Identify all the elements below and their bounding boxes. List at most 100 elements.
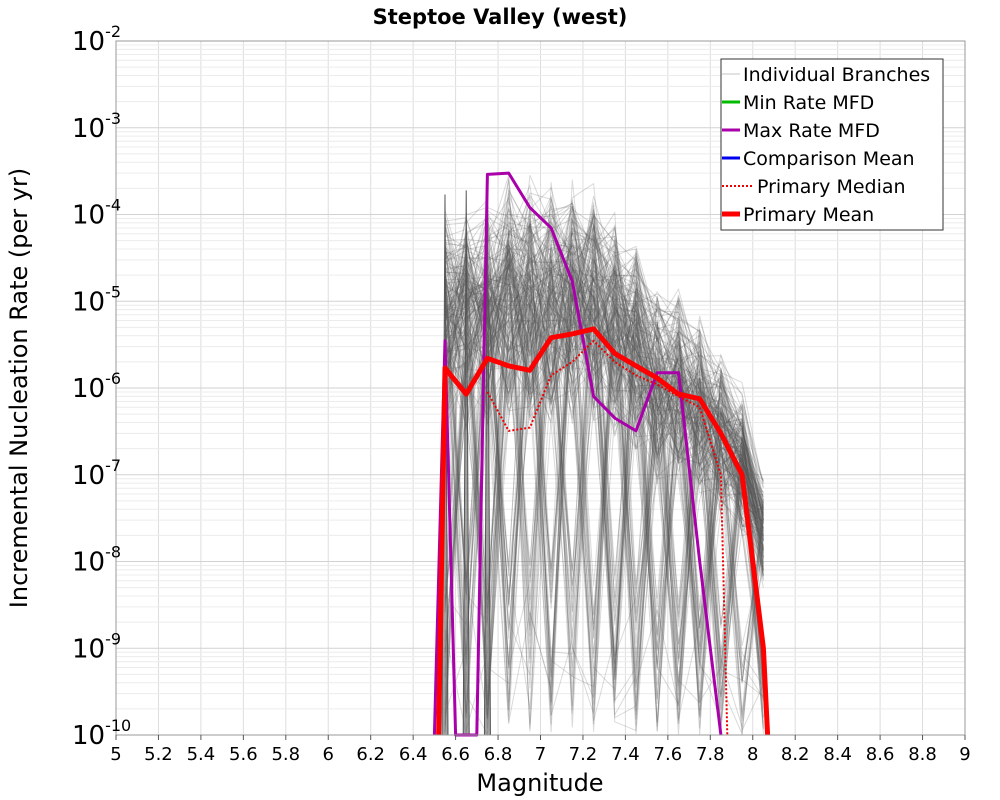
x-tick-label: 5.4	[187, 744, 216, 765]
x-tick-label: 7.4	[611, 744, 640, 765]
branch-line	[444, 277, 764, 718]
branch-line	[444, 261, 764, 688]
branch-line	[444, 198, 764, 710]
branch-line	[444, 245, 764, 735]
branch-line	[444, 209, 764, 717]
branch-line	[444, 201, 764, 683]
branch-line	[444, 269, 764, 716]
branch-line	[444, 288, 764, 706]
branch-line	[444, 214, 764, 538]
y-tick-label: 10-4	[72, 196, 121, 231]
legend-label: Primary Median	[757, 176, 906, 198]
branch-line	[444, 215, 764, 559]
branch-line	[444, 243, 764, 693]
branch-line	[444, 234, 764, 716]
x-tick-label: 5.6	[229, 744, 258, 765]
branch-line	[444, 267, 764, 622]
branch-line	[444, 218, 764, 657]
branch-line	[444, 279, 764, 651]
branch-line	[444, 228, 764, 667]
branch-line	[444, 265, 764, 700]
branch-line	[444, 183, 764, 670]
branch-line	[444, 298, 764, 701]
series-primary-median	[486, 339, 729, 736]
branch-line	[444, 239, 764, 704]
branch-line	[444, 217, 764, 668]
branch-line	[444, 220, 764, 665]
branch-line	[444, 201, 764, 704]
x-tick-label: 5	[110, 744, 121, 765]
branch-line	[444, 213, 764, 510]
branch-line	[444, 225, 764, 712]
branch-line	[444, 205, 764, 656]
branch-line	[444, 274, 764, 729]
branch-line	[444, 223, 764, 681]
branch-line	[444, 257, 764, 711]
branch-line	[444, 259, 764, 721]
y-tick-label: 10-3	[72, 109, 121, 144]
branch-line	[444, 215, 764, 720]
branch-line	[444, 227, 764, 705]
x-tick-label: 7.8	[696, 744, 725, 765]
branch-line	[444, 259, 764, 556]
branch-line	[444, 224, 764, 669]
x-tick-label: 6.8	[484, 744, 513, 765]
branch-line	[444, 222, 764, 689]
branch-line	[444, 270, 764, 720]
branch-line	[444, 264, 764, 722]
branch-line	[444, 255, 764, 673]
branch-line	[444, 241, 764, 699]
x-tick-label: 7.6	[654, 744, 683, 765]
branch-line	[444, 286, 764, 724]
x-tick-label: 7.2	[569, 744, 598, 765]
branch-line	[444, 224, 764, 638]
branch-line	[444, 265, 764, 712]
x-axis-label: Magnitude	[476, 769, 603, 797]
branch-line	[444, 247, 764, 735]
branch-line	[444, 230, 764, 699]
branch-line	[444, 207, 764, 489]
branch-line	[444, 322, 764, 630]
branch-line	[444, 288, 764, 724]
branch-line	[444, 279, 764, 530]
branch-line	[444, 240, 764, 680]
branch-line	[444, 197, 764, 576]
branch-line	[444, 211, 764, 585]
branch-line	[444, 189, 764, 727]
branch-line	[444, 206, 764, 733]
branch-line	[444, 220, 764, 675]
branch-line	[444, 293, 764, 725]
x-tick-label: 8.4	[823, 744, 852, 765]
branch-line	[444, 208, 764, 730]
x-tick-label: 8.6	[866, 744, 895, 765]
branch-line	[444, 214, 764, 724]
branch-line	[444, 192, 764, 691]
branch-line	[444, 215, 764, 576]
y-tick-label: 10-7	[72, 456, 121, 491]
x-tick-label: 8	[747, 744, 758, 765]
branch-line	[444, 235, 764, 707]
legend-label: Comparison Mean	[743, 148, 915, 170]
branch-line	[444, 194, 764, 735]
branch-spike	[462, 190, 470, 736]
branch-line	[444, 257, 764, 513]
branch-line	[444, 261, 764, 705]
branch-line	[444, 222, 764, 624]
branch-line	[444, 225, 764, 724]
branch-line	[444, 220, 764, 713]
branch-line	[444, 213, 764, 671]
branch-line	[444, 250, 764, 604]
branch-line	[444, 261, 764, 666]
y-tick-label: 10-8	[72, 543, 121, 578]
branch-line	[444, 258, 764, 645]
branch-line	[444, 267, 764, 725]
branch-line	[444, 263, 764, 714]
branch-line	[444, 218, 764, 710]
branch-line	[444, 266, 764, 516]
x-tick-label: 5.8	[271, 744, 300, 765]
branch-line	[444, 232, 764, 593]
branch-line	[444, 203, 764, 674]
branch-line	[444, 214, 764, 569]
branch-line	[444, 236, 764, 727]
